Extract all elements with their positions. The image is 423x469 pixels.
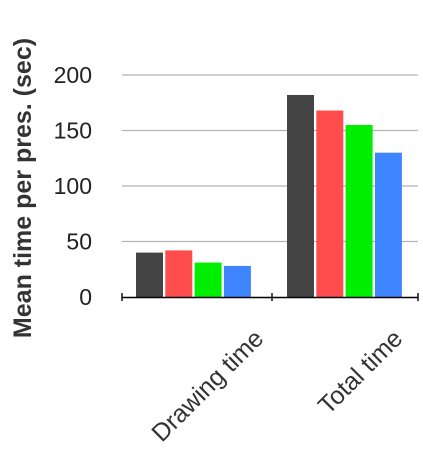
bar bbox=[194, 262, 222, 297]
y-tick-label: 100 bbox=[54, 173, 92, 199]
y-tick-label: 0 bbox=[79, 284, 92, 310]
gridlines bbox=[122, 74, 418, 243]
bar bbox=[345, 124, 373, 297]
bar bbox=[316, 110, 344, 298]
bar bbox=[165, 250, 193, 297]
y-tick-labels: 0 50 100 150 200 bbox=[54, 62, 92, 310]
x-category-labels: Drawing time Total time bbox=[146, 324, 408, 447]
x-axis bbox=[121, 293, 419, 301]
x-category-label: Total time bbox=[313, 324, 408, 419]
y-tick-label: 200 bbox=[54, 62, 92, 88]
bar bbox=[374, 152, 402, 297]
y-tick-label: 150 bbox=[54, 118, 92, 144]
y-tick-label: 50 bbox=[66, 229, 92, 255]
y-axis-title: Mean time per pres. (sec) bbox=[9, 38, 37, 338]
bars bbox=[136, 94, 402, 298]
bar bbox=[287, 94, 314, 297]
x-category-label: Drawing time bbox=[146, 324, 269, 447]
bar bbox=[136, 252, 163, 297]
bar bbox=[223, 265, 251, 297]
